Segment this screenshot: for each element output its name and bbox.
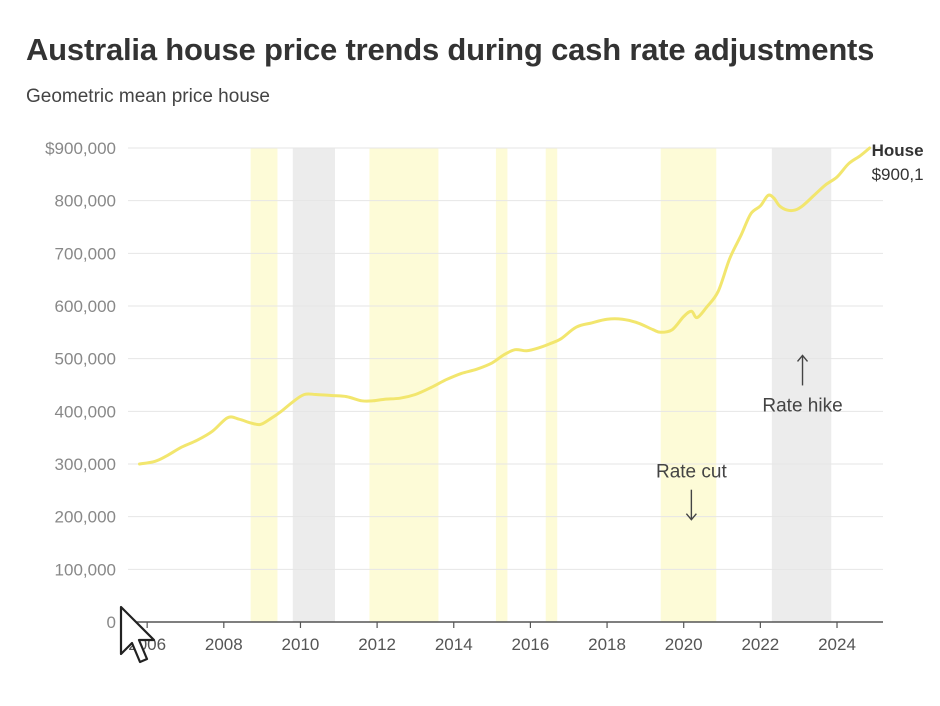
x-tick-label: 2014 — [435, 635, 473, 654]
x-tick-label: 2018 — [588, 635, 626, 654]
y-tick-label: 700,000 — [55, 244, 116, 263]
band-rate-hike-1 — [292, 148, 335, 622]
series-lines — [138, 146, 872, 466]
band-rate-hike-6 — [771, 148, 832, 622]
annotation-rate-hike: Rate hike — [762, 354, 843, 416]
annotations: Rate cut Rate hike — [656, 354, 843, 521]
annotation-label: Rate hike — [762, 395, 842, 416]
rate-bands — [250, 148, 832, 622]
band-rate-cut-5 — [660, 148, 717, 622]
series-end-value: $900,1 — [872, 165, 924, 184]
annotation-rate-cut: Rate cut — [656, 462, 727, 521]
y-tick-label: 500,000 — [55, 350, 116, 369]
annotation-label: Rate cut — [656, 462, 727, 483]
chart-title: Australia house price trends during cash… — [26, 32, 875, 67]
x-tick-label: 2008 — [205, 635, 243, 654]
band-rate-cut-3 — [495, 148, 508, 622]
y-tick-label: 600,000 — [55, 297, 116, 316]
x-tick-label: 2020 — [665, 635, 703, 654]
arrow-head-icon — [685, 513, 697, 521]
series-end-labels: House $900,1 — [872, 141, 924, 184]
y-tick-label: 100,000 — [55, 560, 116, 579]
mouse-cursor-icon — [119, 605, 156, 664]
y-tick-label: $900,000 — [45, 139, 116, 158]
y-tick-label: 200,000 — [55, 508, 116, 527]
y-tick-label: 300,000 — [55, 455, 116, 474]
y-tick-label: 800,000 — [55, 192, 116, 211]
band-rate-cut-0 — [250, 148, 278, 622]
x-axis-ticks: 2006 2008 2010 2012 2014 2016 2018 2020 2022 2024 — [128, 622, 856, 654]
series-line-house — [138, 146, 872, 466]
chart-subtitle: Geometric mean price house — [26, 86, 270, 107]
series-end-name: House — [872, 141, 924, 160]
y-axis-ticks: 0 100,000 200,000 300,000 400,000 500,000 600,… — [45, 139, 116, 632]
x-tick-label: 2012 — [358, 635, 396, 654]
arrow-head-icon — [796, 354, 809, 362]
band-rate-cut-2 — [369, 148, 439, 622]
x-tick-label: 2016 — [511, 635, 549, 654]
gridlines — [128, 147, 883, 623]
y-tick-label: 400,000 — [55, 402, 116, 421]
x-tick-label: 2010 — [282, 635, 320, 654]
x-tick-label: 2024 — [818, 635, 856, 654]
band-rate-cut-4 — [545, 148, 558, 622]
y-tick-label: 0 — [107, 613, 116, 632]
x-tick-label: 2022 — [741, 635, 779, 654]
